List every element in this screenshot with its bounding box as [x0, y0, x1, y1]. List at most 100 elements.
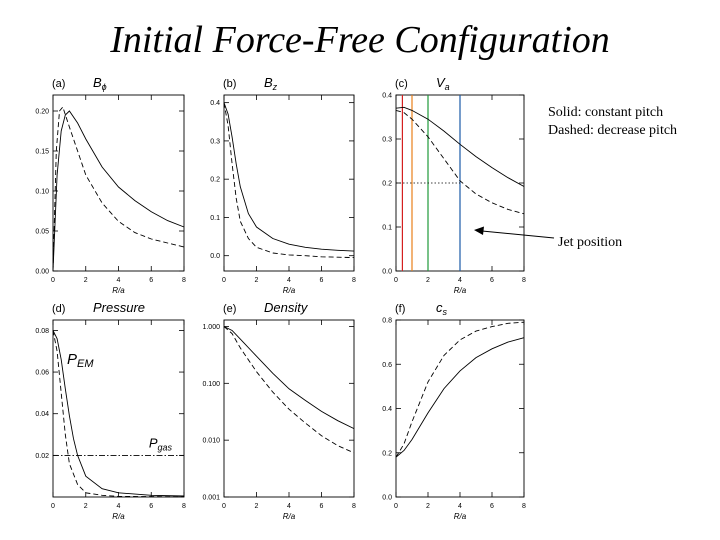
panel-title: Density — [264, 300, 309, 315]
x-tick-label: 4 — [458, 503, 462, 510]
y-tick-label: 0.1 — [210, 215, 220, 222]
series-line-solid — [223, 102, 355, 252]
x-tick-label: 0 — [394, 277, 398, 284]
x-tick-label: 4 — [458, 277, 462, 284]
panel-title: Va — [436, 75, 450, 92]
panel-title: Pressure — [93, 300, 145, 315]
y-tick-label: 0.02 — [35, 453, 49, 460]
series-line-solid — [395, 337, 525, 458]
y-tick-label: 0.1 — [382, 225, 392, 232]
series-line-dashed — [52, 106, 185, 272]
series-line-dashed — [395, 321, 525, 458]
x-tick-label: 0 — [222, 503, 226, 510]
y-tick-label: 0.100 — [202, 381, 220, 388]
panel-label: (f) — [395, 303, 405, 315]
y-tick-label: 0.0 — [210, 253, 220, 260]
arrow-head — [474, 226, 484, 235]
y-tick-label: 0.4 — [210, 100, 220, 107]
x-tick-label: 6 — [490, 277, 494, 284]
legend-note-solid: Solid: constant pitch — [548, 105, 664, 120]
x-tick-label: 6 — [149, 277, 153, 284]
x-tick-label: 8 — [522, 277, 526, 284]
x-axis-label: R/a — [112, 286, 125, 295]
x-tick-label: 8 — [522, 503, 526, 510]
series-line-dashed — [395, 109, 525, 215]
panel-title: cs — [436, 300, 448, 317]
y-tick-label: 0.3 — [382, 137, 392, 144]
x-tick-label: 6 — [320, 503, 324, 510]
y-tick-label: 0.2 — [382, 181, 392, 188]
x-tick-label: 2 — [426, 503, 430, 510]
x-tick-label: 4 — [117, 503, 121, 510]
x-tick-label: 2 — [84, 503, 88, 510]
panel-label: (e) — [223, 303, 236, 315]
y-tick-label: 1.000 — [202, 324, 220, 331]
panel-b: 0 2 4 6 8 0.0 0.1 0.2 0.3 0.4 R/a (b) Bz — [210, 75, 356, 295]
x-tick-label: 4 — [287, 277, 291, 284]
x-tick-label: 2 — [84, 277, 88, 284]
y-tick-label: 0.001 — [202, 495, 220, 502]
legend-note-dashed: Dashed: decrease pitch — [548, 123, 678, 138]
slide-title: Initial Force-Free Configuration — [110, 19, 610, 61]
series-line-dashed — [52, 330, 185, 498]
y-tick-label: 0.2 — [382, 450, 392, 457]
y-tick-label: 0.06 — [35, 370, 49, 377]
x-tick-label: 6 — [320, 277, 324, 284]
x-tick-label: 8 — [352, 277, 356, 284]
panel-label: (c) — [395, 78, 408, 90]
panel-a: 0 2 4 6 8 0.00 0.05 0.10 0.15 0.20 R/a (a) Bϕ — [35, 75, 186, 295]
panel-title: Bz — [264, 75, 278, 92]
y-tick-label: 0.15 — [35, 149, 49, 156]
x-tick-label: 4 — [117, 277, 121, 284]
y-tick-label: 0.05 — [35, 229, 49, 236]
plot-frame — [395, 319, 525, 498]
series-line-solid — [223, 326, 355, 430]
x-axis-label: R/a — [112, 512, 125, 521]
series-line-solid — [52, 110, 185, 272]
series-line-solid — [395, 106, 525, 187]
y-tick-label: 0.4 — [382, 406, 392, 413]
x-tick-label: 8 — [182, 277, 186, 284]
y-tick-label: 0.04 — [35, 411, 49, 418]
y-tick-label: 0.0 — [382, 269, 392, 276]
x-tick-label: 6 — [149, 503, 153, 510]
y-tick-label: 0.20 — [35, 109, 49, 116]
y-tick-label: 0.4 — [382, 93, 392, 100]
plot-frame — [52, 94, 185, 272]
pem-label: PEM — [67, 351, 94, 370]
panel-d: 0 2 4 6 8 0.02 0.04 0.06 0.08 R/a (d) Pressure PEM Pg… — [35, 300, 186, 521]
jet-position-label: Jet position — [558, 235, 623, 250]
panel-label: (a) — [52, 78, 65, 90]
panel-title: Bϕ — [93, 75, 107, 92]
pgas-label: Pgas — [149, 435, 173, 452]
series-line-dashed — [223, 326, 355, 454]
y-tick-label: 0.0 — [382, 495, 392, 502]
y-tick-label: 0.8 — [382, 318, 392, 325]
x-axis-label: R/a — [454, 512, 467, 521]
x-axis-label: R/a — [283, 286, 296, 295]
jet-position-arrow — [474, 226, 555, 239]
panel-label: (b) — [223, 78, 236, 90]
arrow-shaft — [481, 230, 555, 239]
series-line-solid — [52, 330, 185, 497]
x-tick-label: 8 — [352, 503, 356, 510]
panel-f: 0 2 4 6 8 0.0 0.2 0.4 0.6 0.8 R/a (f) cs — [382, 300, 526, 521]
y-tick-label: 0.010 — [202, 438, 220, 445]
y-tick-label: 0.08 — [35, 328, 49, 335]
x-tick-label: 0 — [51, 277, 55, 284]
series-line-dashed — [223, 102, 355, 259]
x-tick-label: 2 — [255, 503, 259, 510]
x-tick-label: 6 — [490, 503, 494, 510]
plot-frame — [52, 319, 185, 498]
y-tick-label: 0.2 — [210, 177, 220, 184]
x-tick-label: 8 — [182, 503, 186, 510]
panel-c: 0 2 4 6 8 0.0 0.1 0.2 0.3 0.4 R/a (c) Va — [382, 75, 526, 295]
x-tick-label: 4 — [287, 503, 291, 510]
x-tick-label: 0 — [222, 277, 226, 284]
x-axis-label: R/a — [454, 286, 467, 295]
x-tick-label: 0 — [394, 503, 398, 510]
x-axis-label: R/a — [283, 512, 296, 521]
y-tick-label: 0.3 — [210, 138, 220, 145]
plot-frame — [223, 319, 355, 498]
